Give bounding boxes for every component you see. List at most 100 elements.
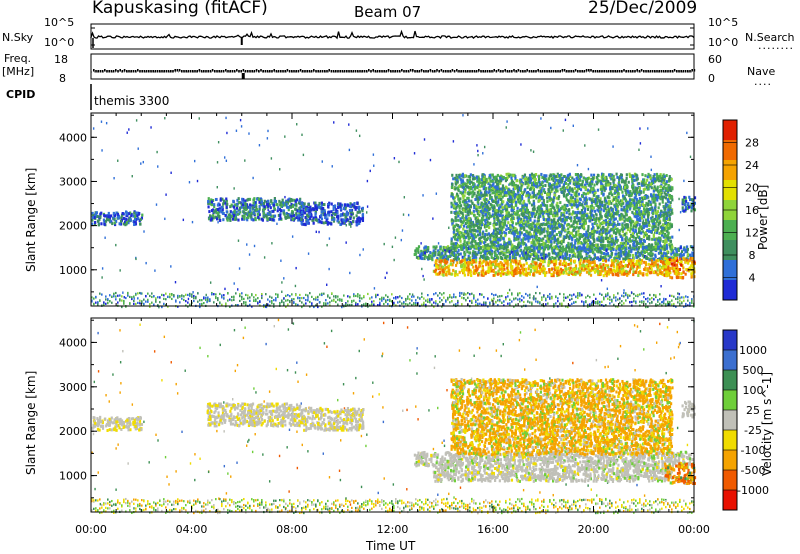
echo-cell bbox=[551, 230, 554, 234]
echo-cell bbox=[405, 297, 407, 301]
echo-cell bbox=[369, 297, 371, 300]
echo-cell bbox=[261, 203, 264, 207]
echo-cell bbox=[199, 303, 201, 306]
echo-cell bbox=[266, 212, 269, 216]
echo-cell bbox=[279, 302, 281, 305]
echo-cell bbox=[523, 256, 526, 260]
echo-cell bbox=[213, 203, 216, 207]
echo-cell bbox=[637, 242, 640, 246]
echo-cell bbox=[641, 301, 643, 304]
echo-cell bbox=[239, 201, 242, 205]
echo-cell bbox=[565, 271, 568, 275]
echo-cell bbox=[600, 256, 603, 260]
echo-cell bbox=[654, 270, 657, 274]
echo-cell bbox=[457, 253, 460, 257]
echo-cell bbox=[518, 235, 521, 239]
echo-cell bbox=[668, 242, 671, 246]
echo-cell bbox=[193, 297, 195, 300]
echo-cell bbox=[675, 248, 678, 252]
echo-cell bbox=[525, 245, 528, 249]
echo-cell bbox=[590, 249, 593, 253]
echo-cell bbox=[399, 300, 401, 303]
echo-cell bbox=[347, 303, 349, 306]
echo-cell bbox=[439, 261, 442, 265]
echo-cell bbox=[139, 299, 141, 302]
freq-point bbox=[216, 70, 218, 73]
echo-cell bbox=[546, 229, 549, 233]
echo-cell bbox=[568, 256, 571, 260]
echo-cell bbox=[212, 208, 215, 212]
echo-cell bbox=[474, 251, 477, 255]
echo-cell bbox=[277, 293, 279, 296]
echo-cell bbox=[91, 218, 94, 222]
freq-point bbox=[427, 70, 429, 73]
echo-cell bbox=[662, 264, 665, 268]
echo-cell bbox=[634, 263, 637, 267]
echo-cell bbox=[475, 260, 478, 264]
freq-point bbox=[128, 70, 130, 73]
echo-cell bbox=[306, 208, 309, 212]
echo-cell bbox=[655, 231, 659, 235]
echo-cell bbox=[462, 114, 464, 117]
echo-cell bbox=[496, 272, 499, 276]
freq-point bbox=[405, 70, 407, 73]
echo-cell bbox=[618, 202, 621, 206]
freq-point bbox=[475, 70, 478, 73]
echo-cell bbox=[227, 299, 229, 302]
noise-sky-trace bbox=[90, 29, 695, 40]
echo-cell bbox=[205, 293, 207, 297]
echo-cell bbox=[113, 217, 116, 221]
echo-cell bbox=[291, 198, 294, 202]
echo-cell bbox=[584, 250, 588, 254]
echo-cell bbox=[295, 204, 298, 208]
echo-cell bbox=[332, 219, 336, 223]
echo-cell bbox=[389, 299, 391, 303]
freq-point bbox=[93, 69, 95, 72]
echo-cell bbox=[500, 265, 504, 269]
echo-cell bbox=[356, 210, 359, 214]
echo-cell bbox=[249, 296, 251, 299]
echo-cell bbox=[356, 217, 359, 221]
echo-cell bbox=[213, 301, 215, 304]
echo-cell bbox=[503, 304, 505, 307]
echo-cell bbox=[523, 252, 526, 256]
echo-cell bbox=[267, 202, 270, 206]
freq-point bbox=[676, 70, 678, 73]
echo-cell bbox=[672, 256, 676, 260]
echo-cell bbox=[471, 292, 473, 295]
echo-cell bbox=[155, 300, 157, 303]
echo-cell bbox=[193, 294, 195, 298]
echo-cell bbox=[507, 291, 509, 295]
echo-cell bbox=[456, 251, 459, 255]
echo-cell bbox=[473, 295, 475, 298]
freq-point bbox=[251, 70, 253, 73]
echo-cell bbox=[509, 263, 512, 267]
echo-cell bbox=[96, 214, 99, 218]
echo-cell bbox=[547, 264, 550, 268]
echo-cell bbox=[359, 296, 361, 300]
echo-cell bbox=[163, 294, 165, 297]
echo-cell bbox=[660, 183, 663, 187]
echo-cell bbox=[203, 297, 205, 300]
echo-cell bbox=[625, 239, 628, 243]
echo-cell bbox=[570, 272, 574, 276]
echo-cell bbox=[415, 247, 418, 251]
echo-cell bbox=[123, 300, 125, 303]
echo-cell bbox=[599, 197, 602, 201]
echo-cell bbox=[644, 263, 648, 267]
echo-cell bbox=[280, 201, 283, 205]
echo-cell bbox=[225, 159, 228, 162]
echo-cell bbox=[498, 267, 501, 271]
echo-cell bbox=[269, 295, 271, 298]
echo-cell bbox=[334, 212, 337, 216]
echo-cell bbox=[624, 253, 627, 257]
echo-cell bbox=[658, 216, 661, 220]
echo-cell bbox=[574, 241, 577, 245]
echo-cell bbox=[271, 242, 273, 245]
echo-cell bbox=[363, 303, 365, 306]
echo-cell bbox=[560, 212, 563, 216]
echo-cell bbox=[428, 254, 432, 258]
echo-cell bbox=[405, 302, 407, 306]
echo-cell bbox=[456, 273, 459, 277]
freq-point bbox=[291, 70, 293, 73]
